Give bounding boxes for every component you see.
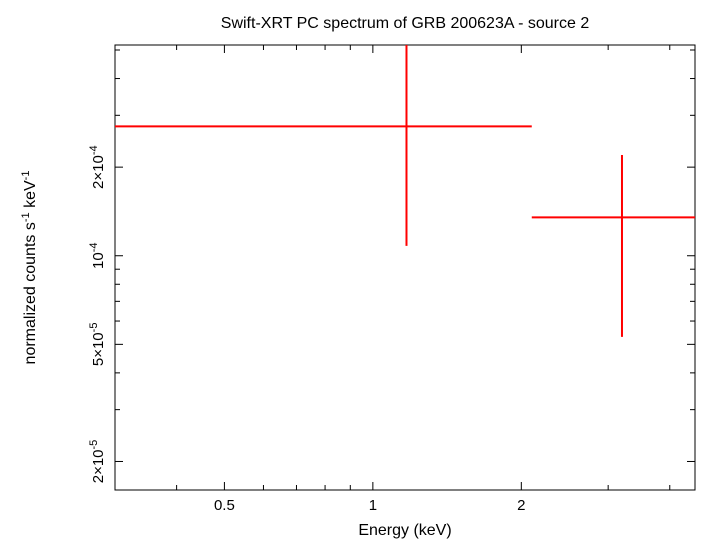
x-tick-label: 2 [517,497,525,514]
x-tick-label: 0.5 [214,497,235,514]
y-tick-label: 10-4 [88,243,107,269]
spectrum-chart: 0.5 1 2 2×10-5 5×10-5 10-4 2×10-4 Swift-XRT PC … [0,0,710,556]
x-tick-label: 1 [369,497,377,514]
x-axis-label: Energy (keV) [358,522,451,539]
chart-title: Swift-XRT PC spectrum of GRB 200623A - s… [221,15,590,32]
y-tick-label: 5×10-5 [88,323,107,367]
plot-frame [115,45,695,490]
y-tick-label: 2×10-5 [88,440,107,484]
y-tick-label: 2×10-4 [88,145,107,189]
chart-container: 0.5 1 2 2×10-5 5×10-5 10-4 2×10-4 Swift-XRT PC … [0,0,710,556]
y-axis-label: normalized counts s-1 keV-1 [20,171,39,365]
